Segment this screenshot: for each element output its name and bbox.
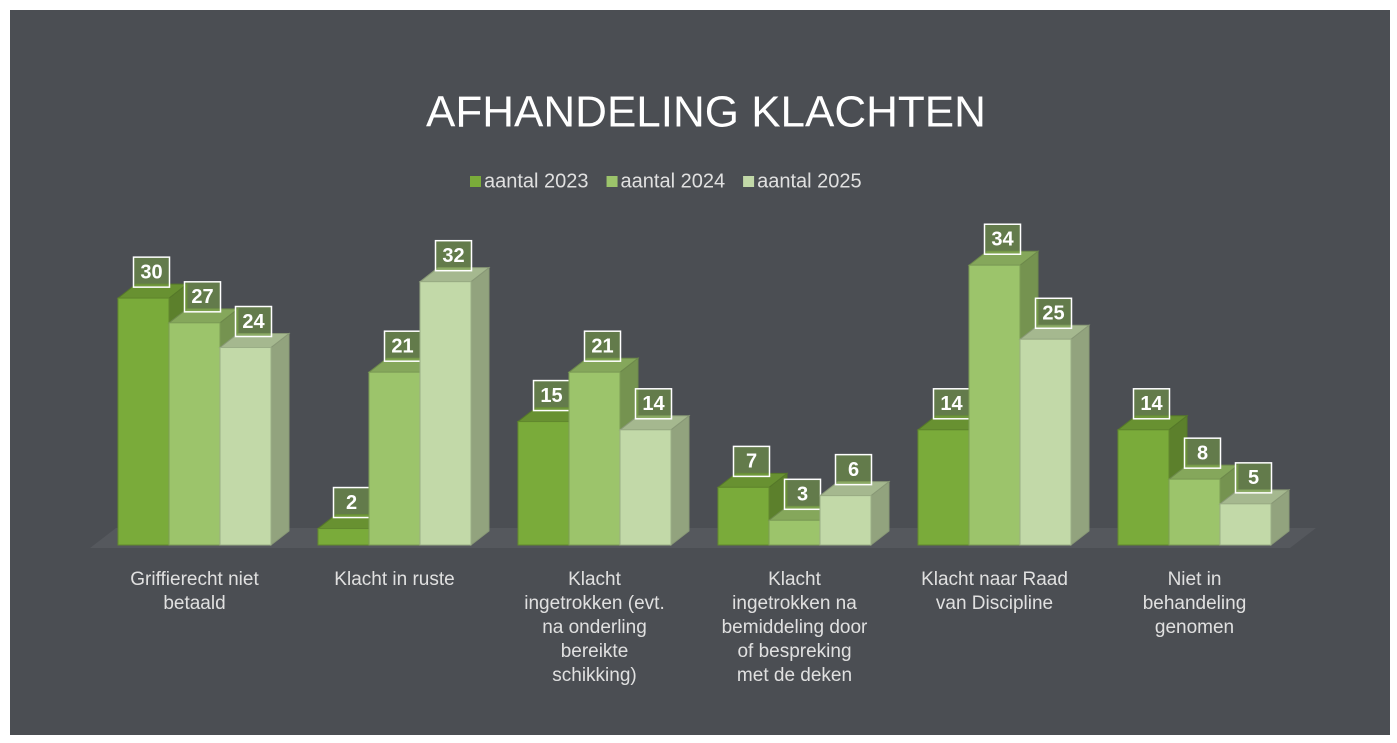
value-label: 15 (540, 385, 562, 407)
value-label: 25 (1042, 303, 1064, 325)
value-label: 6 (848, 459, 859, 481)
value-label: 8 (1197, 442, 1208, 464)
value-label: 2 (346, 492, 357, 514)
bar (218, 332, 291, 547)
value-label: 14 (940, 393, 963, 415)
value-label: 14 (1140, 393, 1163, 415)
legend-label: aantal 2024 (621, 170, 726, 192)
value-label-box (383, 330, 422, 362)
x-tick-label: Klacht ingetrokken na bemiddeling door o… (721, 569, 868, 686)
value-label-box (1183, 437, 1222, 469)
value-label-box (532, 379, 571, 412)
chart-title: AFHANDELING KLACHTEN (426, 88, 986, 137)
value-label-box (434, 239, 473, 272)
value-label-box (332, 486, 371, 519)
value-label-box (1034, 297, 1073, 330)
value-label: 14 (642, 393, 665, 415)
value-label: 7 (746, 451, 757, 473)
legend-swatch (743, 176, 755, 187)
value-label-box (983, 223, 1022, 255)
value-label-box (732, 445, 771, 478)
bar (818, 480, 891, 547)
value-label-box (234, 305, 273, 338)
bar (1218, 488, 1291, 547)
value-label-box (183, 281, 222, 313)
x-tick-label: Niet in behandeling genomen (1142, 569, 1247, 638)
x-tick-label: Klacht in ruste (334, 569, 455, 590)
value-label-box (783, 478, 822, 511)
value-label: 21 (391, 335, 413, 357)
value-label-box (1234, 462, 1273, 494)
value-label: 21 (591, 335, 613, 357)
value-label-box (132, 256, 171, 288)
legend-swatch (606, 176, 618, 187)
value-label-box (1132, 388, 1171, 420)
bar (418, 266, 491, 547)
bar (1018, 324, 1091, 547)
value-label: 27 (191, 286, 213, 308)
value-label: 32 (442, 245, 464, 267)
value-label-box (583, 330, 622, 362)
x-tick-label: Griffierecht niet betaald (130, 569, 259, 614)
value-label-box (932, 388, 971, 420)
value-label-box (634, 388, 673, 420)
legend-swatch (470, 176, 481, 187)
legend-label: aantal 2025 (757, 170, 862, 192)
value-label: 5 (1248, 467, 1259, 489)
legend-label: aantal 2023 (484, 170, 589, 192)
x-tick-label: Klacht naar Raad van Discipline (921, 569, 1068, 614)
value-label: 30 (140, 261, 162, 283)
value-label: 24 (242, 311, 265, 333)
value-label-box (834, 453, 873, 486)
value-label: 3 (797, 484, 808, 506)
bar (618, 414, 691, 547)
value-label: 34 (991, 229, 1014, 251)
x-tick-label: Klacht ingetrokken (evt. na onderling be… (524, 569, 665, 686)
